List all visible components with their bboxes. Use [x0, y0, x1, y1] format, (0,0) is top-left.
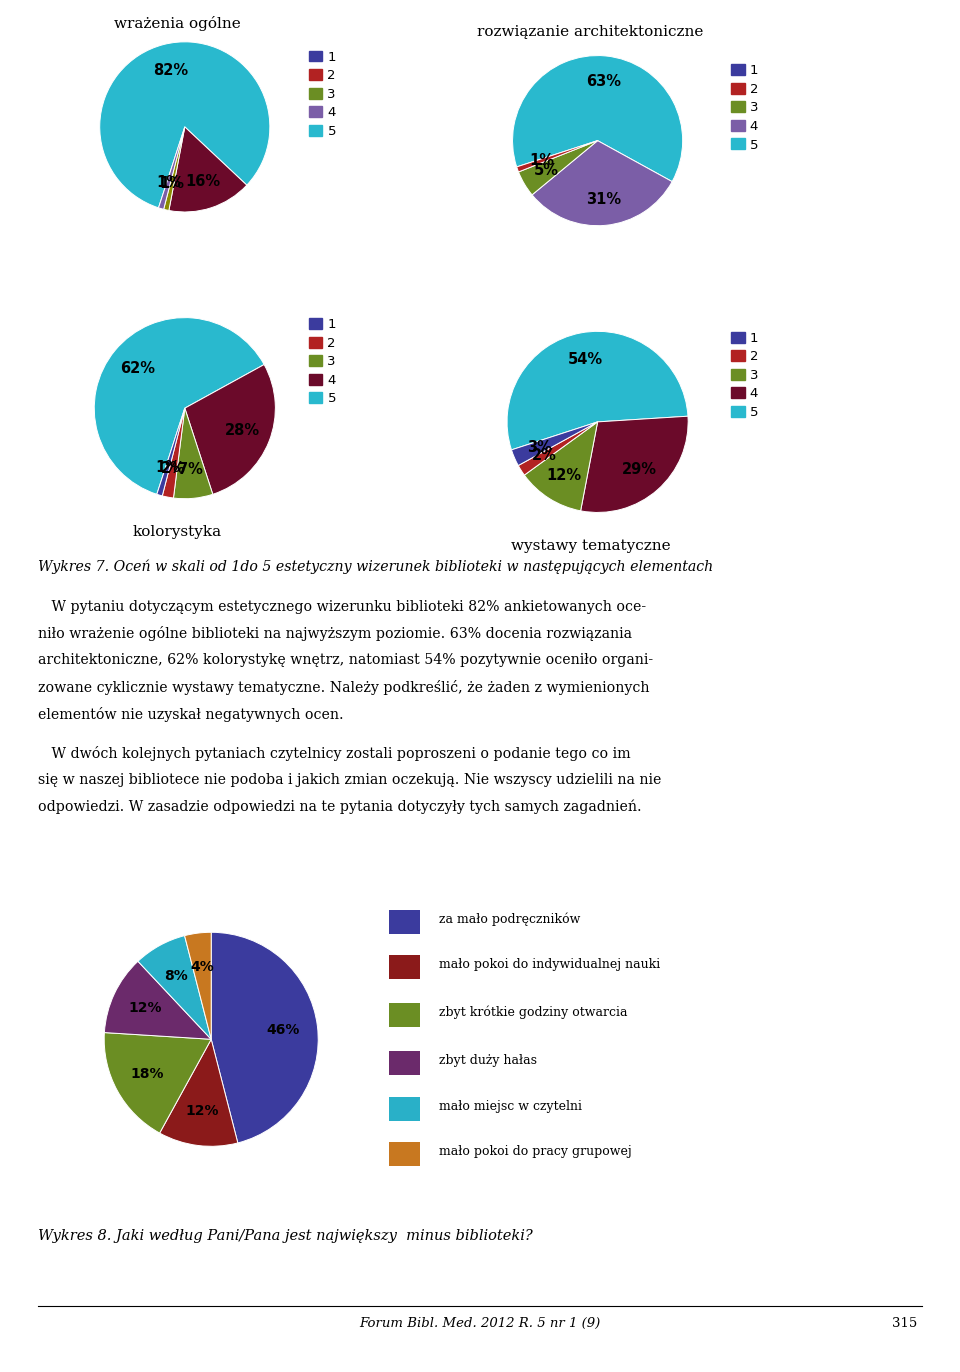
Text: 1%: 1% — [156, 176, 181, 189]
Text: 16%: 16% — [185, 174, 220, 189]
FancyBboxPatch shape — [390, 910, 420, 933]
FancyBboxPatch shape — [390, 1051, 420, 1076]
Text: 62%: 62% — [120, 361, 155, 376]
Wedge shape — [138, 936, 211, 1040]
Wedge shape — [100, 43, 270, 207]
Text: 3%: 3% — [527, 439, 552, 454]
Text: 7%: 7% — [179, 462, 203, 477]
Text: 63%: 63% — [586, 74, 621, 89]
Text: 5%: 5% — [534, 163, 559, 178]
Text: architektoniczne, 62% kolorystykę wnętrz, natomiast 54% pozytywnie oceniło organ: architektoniczne, 62% kolorystykę wnętrz… — [38, 653, 654, 667]
Text: 2%: 2% — [532, 449, 557, 464]
Text: 54%: 54% — [568, 353, 603, 368]
Wedge shape — [184, 365, 276, 494]
Wedge shape — [581, 416, 688, 512]
Wedge shape — [513, 56, 683, 181]
Wedge shape — [512, 423, 597, 465]
Wedge shape — [94, 318, 264, 494]
Wedge shape — [105, 962, 211, 1040]
Wedge shape — [174, 409, 213, 498]
Text: mało pokoi do indywidualnej nauki: mało pokoi do indywidualnej nauki — [439, 958, 660, 971]
Wedge shape — [169, 126, 247, 211]
Wedge shape — [158, 126, 184, 210]
Text: odpowiedzi. W zasadzie odpowiedzi na te pytania dotyczyły tych samych zagadnień.: odpowiedzi. W zasadzie odpowiedzi na te … — [38, 800, 642, 815]
Text: kolorystyka: kolorystyka — [133, 525, 222, 539]
Text: 12%: 12% — [129, 1002, 162, 1015]
Text: mało miejsc w czytelni: mało miejsc w czytelni — [439, 1100, 582, 1113]
Text: się w naszej bibliotece nie podoba i jakich zmian oczekują. Nie wszyscy udzielil: się w naszej bibliotece nie podoba i jak… — [38, 774, 661, 788]
Text: zbyt krótkie godziny otwarcia: zbyt krótkie godziny otwarcia — [439, 1006, 627, 1019]
Text: 12%: 12% — [185, 1104, 219, 1118]
Wedge shape — [159, 1040, 238, 1146]
Wedge shape — [211, 933, 318, 1143]
Text: 46%: 46% — [267, 1024, 300, 1037]
Text: 8%: 8% — [164, 969, 188, 982]
Text: za mało podręczników: za mało podręczników — [439, 912, 580, 926]
Wedge shape — [163, 126, 184, 210]
Wedge shape — [516, 141, 597, 172]
Text: 31%: 31% — [586, 192, 621, 207]
FancyBboxPatch shape — [390, 1143, 420, 1166]
Text: Wykres 7. Oceń w skali od 1do 5 estetyczny wizerunek biblioteki w następujących : Wykres 7. Oceń w skali od 1do 5 estetycz… — [38, 560, 713, 575]
Wedge shape — [518, 423, 597, 475]
Text: 12%: 12% — [546, 468, 581, 483]
Text: 28%: 28% — [225, 424, 259, 438]
Wedge shape — [524, 423, 597, 510]
Text: 1%: 1% — [529, 154, 554, 169]
Legend: 1, 2, 3, 4, 5: 1, 2, 3, 4, 5 — [309, 318, 336, 405]
Text: 1%: 1% — [156, 460, 180, 475]
Legend: 1, 2, 3, 4, 5: 1, 2, 3, 4, 5 — [732, 64, 758, 151]
Text: wystawy tematyczne: wystawy tematyczne — [511, 539, 670, 553]
Text: niło wrażenie ogólne biblioteki na najwyższym poziomie. 63% docenia rozwiązania: niło wrażenie ogólne biblioteki na najwy… — [38, 626, 633, 641]
Text: 82%: 82% — [153, 63, 188, 78]
Wedge shape — [105, 1033, 211, 1133]
Text: 4%: 4% — [190, 960, 214, 974]
Wedge shape — [162, 409, 184, 498]
Text: rozwiązanie architektoniczne: rozwiązanie architektoniczne — [477, 25, 704, 38]
Wedge shape — [507, 332, 688, 450]
Text: 315: 315 — [892, 1317, 917, 1329]
Wedge shape — [184, 933, 211, 1040]
Text: wrażenia ogólne: wrażenia ogólne — [114, 16, 241, 32]
FancyBboxPatch shape — [390, 955, 420, 980]
Text: 18%: 18% — [131, 1067, 164, 1081]
Wedge shape — [518, 141, 597, 195]
Legend: 1, 2, 3, 4, 5: 1, 2, 3, 4, 5 — [732, 332, 758, 418]
FancyBboxPatch shape — [390, 1096, 420, 1121]
Text: Forum Bibl. Med. 2012 R. 5 nr 1 (9): Forum Bibl. Med. 2012 R. 5 nr 1 (9) — [359, 1317, 601, 1329]
Text: W dwóch kolejnych pytaniach czytelnicy zostali poproszeni o podanie tego co im: W dwóch kolejnych pytaniach czytelnicy z… — [38, 746, 631, 761]
FancyBboxPatch shape — [390, 1003, 420, 1028]
Text: Wykres 8. Jaki według Pani/Pana jest największy  minus biblioteki?: Wykres 8. Jaki według Pani/Pana jest naj… — [38, 1229, 533, 1243]
Text: W pytaniu dotyczącym estetycznego wizerunku biblioteki 82% ankietowanych oce-: W pytaniu dotyczącym estetycznego wizeru… — [38, 600, 646, 613]
Text: 2%: 2% — [161, 461, 185, 476]
Text: 1%: 1% — [159, 176, 184, 191]
Text: elementów nie uzyskał negatywnych ocen.: elementów nie uzyskał negatywnych ocen. — [38, 707, 344, 722]
Text: zowane cyklicznie wystawy tematyczne. Należy podkreślić, że żaden z wymienionych: zowane cyklicznie wystawy tematyczne. Na… — [38, 681, 650, 694]
Text: 29%: 29% — [622, 462, 657, 477]
Legend: 1, 2, 3, 4, 5: 1, 2, 3, 4, 5 — [309, 51, 336, 137]
Text: mało pokoi do pracy grupowej: mało pokoi do pracy grupowej — [439, 1146, 632, 1158]
Wedge shape — [156, 409, 184, 495]
Text: zbyt duży hałas: zbyt duży hałas — [439, 1054, 537, 1067]
Wedge shape — [532, 141, 672, 225]
